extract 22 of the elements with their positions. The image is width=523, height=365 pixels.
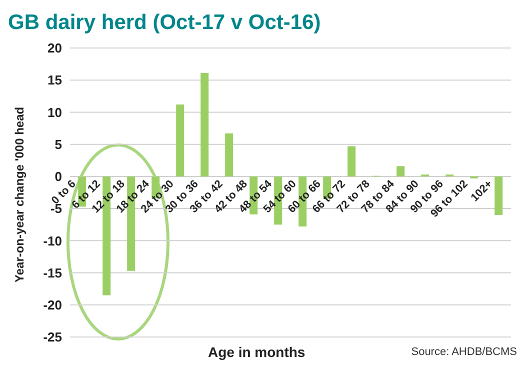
chart-title: GB dairy herd (Oct-17 v Oct-16): [8, 10, 322, 36]
y-tick-label: -15: [43, 265, 62, 280]
y-tick-label: -20: [43, 298, 62, 313]
y-tick-label: -25: [43, 330, 62, 345]
bar: [494, 176, 503, 215]
y-tick-label: 15: [48, 72, 62, 88]
bar: [348, 146, 356, 176]
source-note: Source: AHDB/BCMS: [411, 346, 517, 358]
bar: [298, 176, 307, 227]
bar: [127, 176, 136, 271]
y-tick-label: 5: [54, 136, 62, 152]
bar: [200, 73, 209, 176]
y-tick-label: 10: [48, 104, 62, 120]
y-tick-label: 20: [48, 40, 62, 56]
y-tick-label: -10: [43, 233, 62, 248]
y-axis-title: Year-on-year change '000 head: [12, 106, 26, 282]
bar: [102, 176, 111, 296]
x-axis-title: Age in months: [208, 344, 306, 360]
bar: [176, 104, 184, 176]
bar: [396, 166, 405, 176]
bar: [225, 133, 234, 176]
y-tick-label: 0: [54, 169, 62, 184]
